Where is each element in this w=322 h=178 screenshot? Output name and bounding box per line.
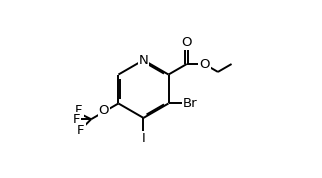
- Text: I: I: [142, 132, 145, 145]
- Text: Br: Br: [183, 97, 198, 110]
- Text: F: F: [75, 104, 83, 117]
- Text: F: F: [72, 113, 80, 126]
- Text: O: O: [182, 36, 192, 49]
- Text: O: O: [99, 104, 109, 117]
- Text: O: O: [200, 57, 210, 70]
- Text: N: N: [138, 54, 148, 67]
- Text: F: F: [77, 124, 85, 137]
